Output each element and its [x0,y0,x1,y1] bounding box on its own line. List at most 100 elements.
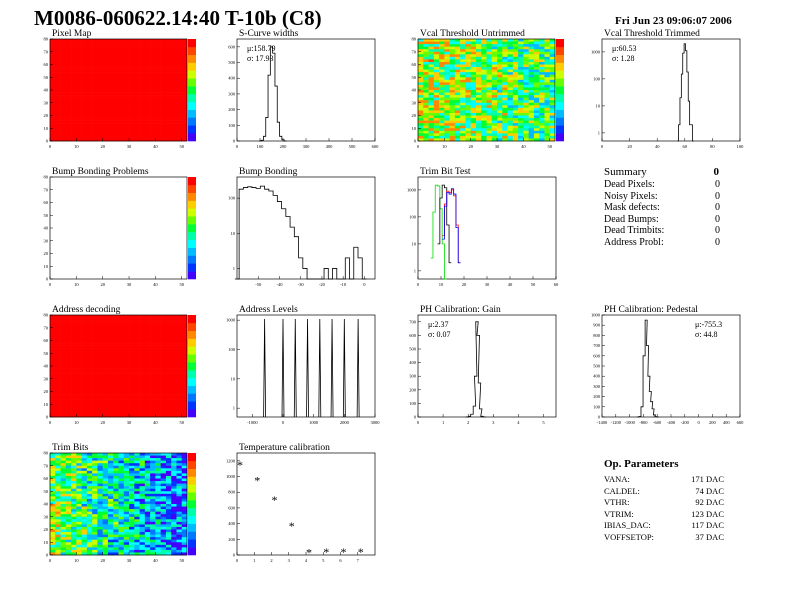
heatmap-cell [113,84,119,88]
heatmap-cell [165,371,172,374]
heatmap-cell [165,133,172,137]
heatmap-cell [139,54,146,58]
heatmap-cell [160,92,167,96]
heatmap-cell [129,322,135,326]
heatmap-cell [60,468,67,472]
heatmap-cell [444,61,450,65]
heatmap-cell [465,90,471,93]
heatmap-cell [165,481,172,484]
heatmap-cell [65,332,72,336]
heatmap-cell [129,315,135,318]
heatmap-cell [181,529,188,533]
heatmap-cell [155,41,161,45]
heatmap-cell [470,90,477,93]
heatmap-cell [76,56,82,60]
heatmap-cell [160,458,167,461]
plot-frame [236,176,376,280]
heatmap-cell [113,112,119,116]
heatmap-cell [139,72,146,75]
heatmap-cell [544,95,551,98]
heatmap-cell [92,399,98,402]
heatmap-cell [97,350,103,354]
heatmap-cell [60,350,67,354]
heatmap-cell [150,41,156,45]
heatmap-cell [160,378,167,382]
heatmap-cell [118,77,125,81]
heatmap-cell [544,130,551,134]
heatmap-cell [81,458,88,461]
op-param-label: CALDEL: [604,485,640,496]
x-tick-label: 30 [127,282,132,287]
heatmap-cell [107,343,114,346]
color-scale-segment [188,338,196,347]
heatmap-cell [71,399,77,402]
heatmap-cell [518,110,524,114]
heatmap-cell [150,123,156,126]
heatmap-cell [165,69,172,73]
heatmap-cell [176,549,183,553]
heatmap-cell [160,360,167,364]
heatmap-cell [102,72,109,75]
y-tick-label: 40 [44,88,49,93]
heatmap-cell [549,123,556,126]
heatmap-cell [107,453,114,456]
heatmap-cell [523,87,529,91]
heatmap-cell [134,534,140,538]
heatmap-cell [428,61,435,65]
heatmap-cell [97,327,103,331]
heatmap-cell [181,532,188,535]
heatmap-cell [502,107,508,111]
heatmap-cell [76,77,82,81]
heatmap-cell [181,496,188,500]
heatmap-cell [60,552,67,556]
heatmap-cell [113,414,119,418]
heatmap-cell [60,340,67,344]
heatmap-cell [155,118,161,121]
heatmap-cell [129,378,135,382]
heatmap-cell [144,399,151,402]
heatmap-cell [533,79,540,83]
heatmap-cell [60,115,67,119]
heatmap-cell [428,69,435,73]
heatmap-cell [549,67,556,70]
heatmap-cell [165,358,172,362]
heatmap-cell [60,125,67,129]
heatmap-cell [418,135,424,139]
heatmap-cell [71,491,77,495]
heatmap-cell [139,84,146,88]
heatmap-cell [144,320,151,323]
heatmap-cell [523,128,529,132]
heatmap-cell [86,547,93,551]
heatmap-cell [176,79,183,83]
heatmap-cell [171,95,177,98]
heatmap-cell [92,39,98,42]
heatmap-cell [65,491,72,495]
heatmap-cell [155,345,161,349]
heatmap-cell [423,77,429,81]
heatmap-cell [486,95,493,98]
heatmap-cell [107,542,114,546]
heatmap-cell [65,414,72,418]
heatmap-cell [165,491,172,495]
heatmap-cell [160,51,167,55]
heatmap-cell [118,90,125,93]
heatmap-cell [160,409,167,413]
heatmap-cell [544,92,551,96]
heatmap-cell [113,67,119,70]
heatmap-cell [139,353,146,357]
y-tick-label: 100 [409,214,417,219]
heatmap-cell [155,544,161,548]
heatmap-cell [86,72,93,75]
heatmap-cell [113,110,119,114]
heatmap-cell [502,115,508,119]
heatmap-cell [171,529,177,533]
heatmap-cell [60,383,67,387]
heatmap-cell [144,486,151,489]
heatmap-cell [171,330,177,334]
summary-value: 0 [715,179,720,190]
heatmap-cell [92,320,98,323]
heatmap-cell [55,388,61,392]
heatmap-cell [439,79,445,83]
heatmap-cell [433,39,440,42]
